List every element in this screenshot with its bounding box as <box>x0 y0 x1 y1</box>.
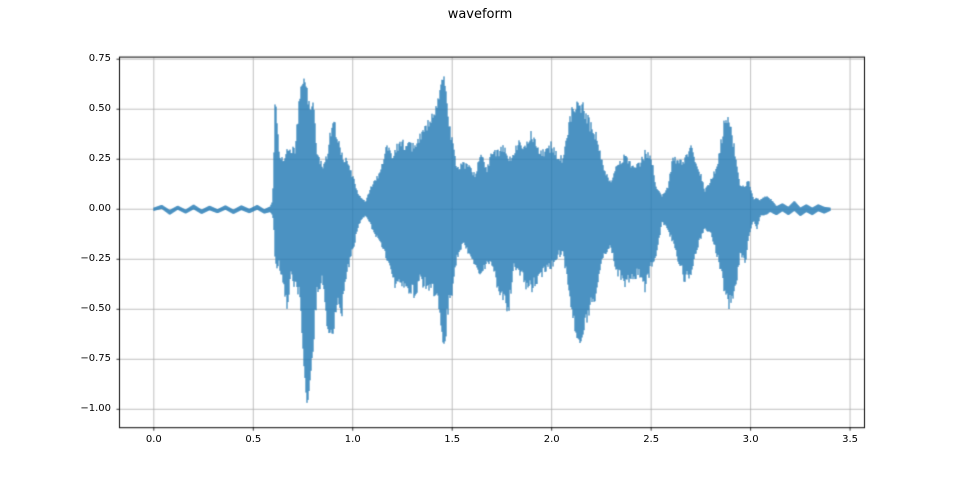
y-tick-label: −1.00 <box>80 403 111 415</box>
y-tick-label: 0.25 <box>88 153 111 165</box>
x-tick-label: 1.0 <box>344 434 361 446</box>
x-tick-label: 1.5 <box>444 434 461 446</box>
y-tick-label: −0.25 <box>80 253 111 265</box>
y-tick-label: −0.50 <box>80 303 111 315</box>
y-tick-label: 0.00 <box>88 203 111 215</box>
x-tick-label: 0.0 <box>145 434 162 446</box>
x-tick-label: 0.5 <box>245 434 262 446</box>
y-tick-label: −0.75 <box>80 353 111 365</box>
x-tick-label: 3.5 <box>842 434 859 446</box>
y-tick-label: 0.75 <box>88 53 111 65</box>
x-tick-label: 2.0 <box>543 434 560 446</box>
y-tick-label: 0.50 <box>88 103 111 115</box>
x-tick-label: 3.0 <box>742 434 759 446</box>
x-tick-label: 2.5 <box>643 434 660 446</box>
